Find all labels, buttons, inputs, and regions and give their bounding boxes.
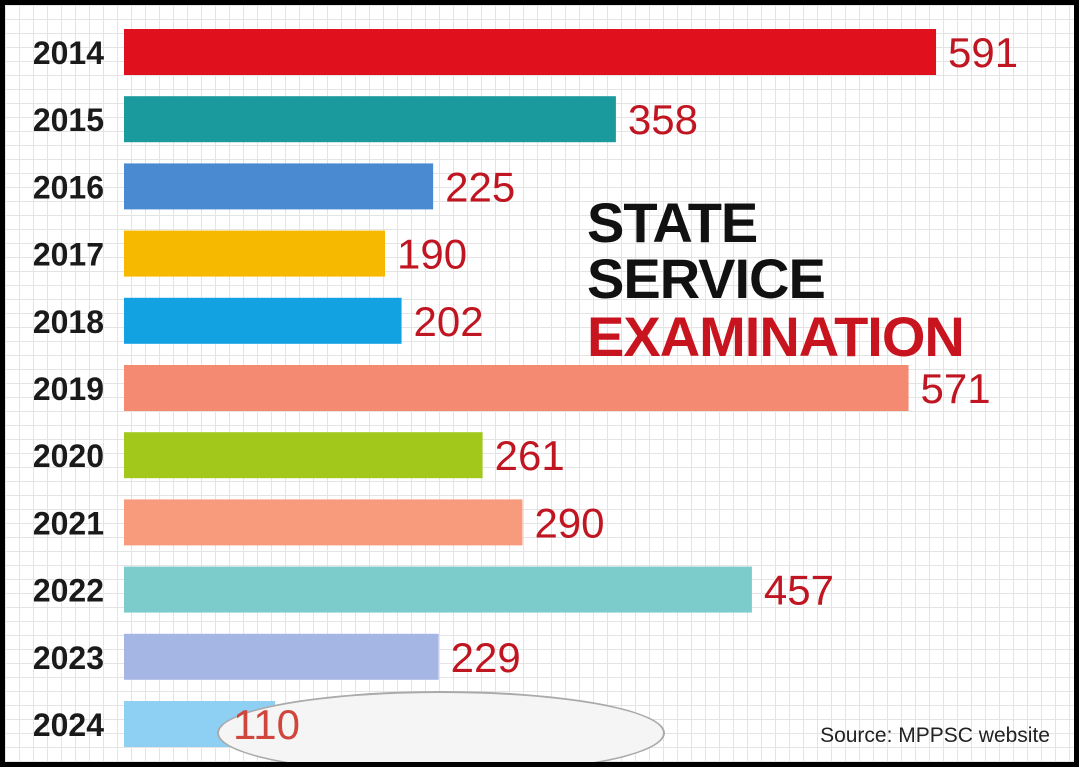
year-label-2020: 2020	[33, 438, 104, 474]
value-label-2023: 229	[451, 634, 521, 681]
value-label-2018: 202	[414, 298, 484, 345]
bar-2020	[124, 432, 483, 479]
bar-2018	[124, 297, 402, 344]
year-label-2024: 2024	[33, 707, 104, 743]
year-label-2018: 2018	[33, 304, 104, 340]
year-label-2017: 2017	[33, 237, 104, 273]
year-label-2014: 2014	[33, 35, 104, 71]
year-label-2019: 2019	[33, 371, 104, 407]
bar-2022	[124, 566, 752, 613]
title-line-1: STATE SERVICE	[587, 191, 826, 310]
bar-chart: 2014201520162017201820192020202120222023…	[33, 29, 937, 747]
value-label-2020: 261	[495, 432, 565, 479]
value-label-2014: 591	[948, 29, 1018, 76]
value-label-2021: 290	[534, 499, 604, 546]
highlight-blob	[217, 691, 665, 762]
value-labels-layer: 591 358 225 190 202 571 261 290 457 229 110	[233, 29, 1018, 748]
year-label-2021: 2021	[33, 505, 104, 541]
value-label-2015: 358	[628, 96, 698, 143]
bar-2014	[124, 29, 937, 75]
chart-frame: 2014 2015 2016 2017 2018 2019 2020 2021 2022 2023…	[5, 5, 1074, 762]
bar-2023	[124, 633, 439, 680]
value-label-2024: 110	[233, 701, 300, 748]
year-label-2023: 2023	[33, 640, 104, 676]
value-label-2019: 571	[921, 365, 991, 412]
value-label-2022: 457	[764, 567, 834, 614]
value-label-2016: 225	[445, 163, 515, 210]
bar-2017	[124, 230, 386, 277]
source-note: Source: MPPSC website	[820, 724, 1050, 747]
bar-2016	[124, 163, 434, 210]
bar-2021	[124, 499, 523, 546]
year-label-2015: 2015	[33, 102, 104, 138]
year-label-2022: 2022	[33, 573, 104, 609]
value-label-2017: 190	[397, 231, 467, 278]
chart-title: STATE SERVICE EXAMINATION	[587, 195, 1007, 365]
bar-2019	[124, 365, 909, 411]
bar-2015	[124, 96, 616, 143]
title-line-2: EXAMINATION	[587, 305, 965, 368]
year-label-2016: 2016	[33, 169, 104, 205]
